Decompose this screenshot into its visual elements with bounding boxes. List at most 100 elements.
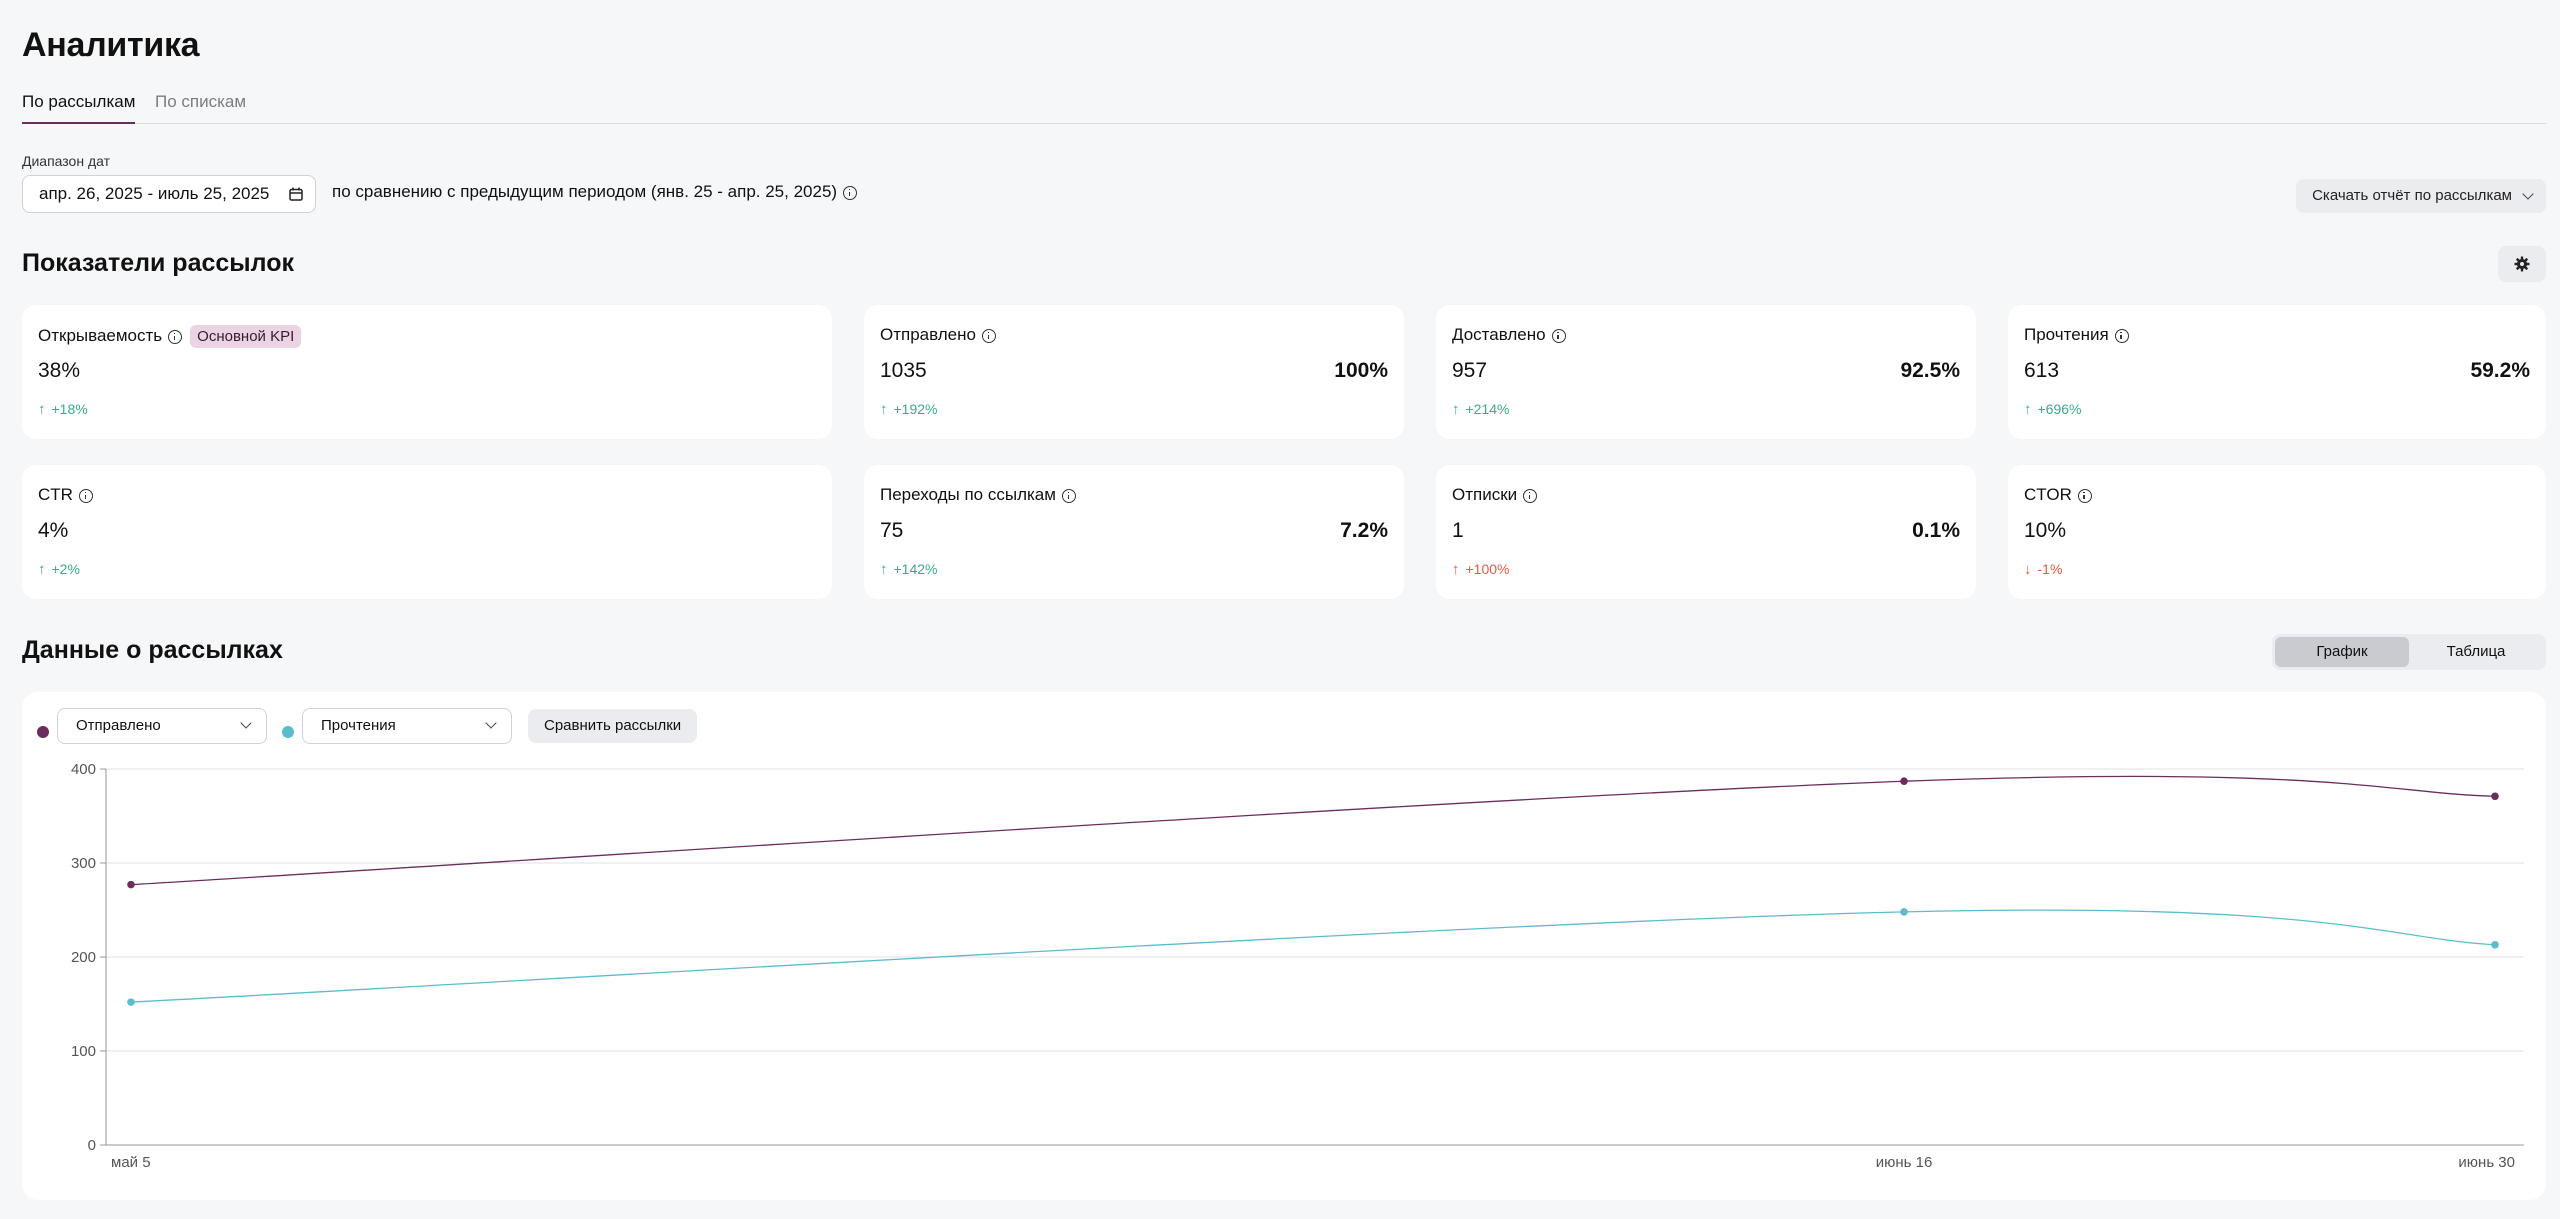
arrow-up-icon: ↑ xyxy=(880,401,888,418)
metric-label-text: CTOR xyxy=(2024,485,2072,504)
metric-label: CTR xyxy=(38,485,93,505)
metric-percent: 100% xyxy=(1334,359,1388,382)
metric-value: 957 xyxy=(1452,359,1488,382)
metric-value: 10% xyxy=(2024,519,2067,542)
metric-delta: ↑ +214% xyxy=(1452,401,1509,418)
metric-card-unsubscribes: Отписки 1 0.1% ↑ +100% xyxy=(1436,465,1976,599)
metric-percent: 92.5% xyxy=(1900,359,1960,382)
metric-label-text: Отправлено xyxy=(880,325,976,344)
tab-by-lists[interactable]: По спискам xyxy=(155,92,247,111)
metric-value: 613 xyxy=(2024,359,2060,382)
x-tick-label: июнь 16 xyxy=(1876,1154,1933,1171)
arrow-up-icon: ↑ xyxy=(1452,401,1460,418)
toggle-chart-view[interactable]: График xyxy=(2275,637,2409,667)
metric-delta-text: -1% xyxy=(2037,561,2063,577)
data-point xyxy=(127,880,135,889)
metric-value: 1 xyxy=(1452,519,1464,542)
metric-delta: ↑ +142% xyxy=(880,561,937,578)
metric-value: 4% xyxy=(38,519,69,542)
metric-label: Прочтения xyxy=(2024,325,2129,345)
arrow-up-icon: ↑ xyxy=(38,561,46,578)
metric-delta: ↑ +192% xyxy=(880,401,937,418)
arrow-up-icon: ↑ xyxy=(2024,401,2032,418)
info-icon[interactable] xyxy=(981,328,996,343)
info-icon[interactable] xyxy=(2114,328,2129,343)
info-icon[interactable] xyxy=(168,329,183,344)
line-chart: 0 100 200 300 400 май 5 июнь 16 июнь 30 xyxy=(71,761,2524,1171)
y-tick-label: 0 xyxy=(88,1137,96,1154)
kpi-badge: Основной KPI xyxy=(190,325,302,348)
arrow-up-icon: ↑ xyxy=(880,561,888,578)
metric-percent: 0.1% xyxy=(1912,519,1960,542)
metric-label: Доставлено xyxy=(1452,325,1566,345)
metric-label: Открываемость Основной KPI xyxy=(38,325,302,348)
metric-value: 75 xyxy=(880,519,904,542)
metric-card-reads: Прочтения 613 59.2% ↑ +696% xyxy=(2008,305,2546,439)
metric-label: Отправлено xyxy=(880,325,996,345)
metric-delta: ↑ +2% xyxy=(38,561,80,578)
metric-value: 1035 xyxy=(880,359,927,382)
tab-by-campaigns[interactable]: По рассылкам xyxy=(22,92,136,124)
metric-delta-text: +214% xyxy=(1465,401,1510,417)
date-range-label: Диапазон дат xyxy=(22,153,111,169)
metric-card-clicks: Переходы по ссылкам 75 7.2% ↑ +142% xyxy=(864,465,1404,599)
metric-percent: 7.2% xyxy=(1340,519,1388,542)
metric-delta-text: +192% xyxy=(893,401,938,417)
metric-label: Переходы по ссылкам xyxy=(880,485,1076,505)
metric-card-delivered: Доставлено 957 92.5% ↑ +214% xyxy=(1436,305,1976,439)
chart-panel: Отправлено Прочтения Сравнить рассылки 0… xyxy=(22,692,2546,1200)
date-range-input[interactable]: апр. 26, 2025 - июль 25, 2025 xyxy=(22,175,316,213)
info-icon[interactable] xyxy=(2077,488,2092,503)
arrow-up-icon: ↑ xyxy=(1452,561,1460,578)
data-section-title: Данные о рассылках xyxy=(22,636,283,664)
metric-delta-text: +100% xyxy=(1465,561,1510,577)
series-line xyxy=(130,775,2496,886)
date-range-value: апр. 26, 2025 - июль 25, 2025 xyxy=(39,184,270,203)
data-point xyxy=(1900,908,1908,916)
comparison-period: по сравнению с предыдущим периодом (янв.… xyxy=(332,182,858,202)
metric-card-sent: Отправлено 1035 100% ↑ +192% xyxy=(864,305,1404,439)
info-icon[interactable] xyxy=(78,488,93,503)
info-icon[interactable] xyxy=(843,185,858,200)
calendar-icon[interactable] xyxy=(289,187,303,201)
info-icon[interactable] xyxy=(1061,488,1076,503)
tab-bar: По рассылкам По спискам xyxy=(22,90,2546,124)
metric-label-text: Открываемость xyxy=(38,325,163,345)
metric-delta: ↓ -1% xyxy=(2024,561,2062,578)
metric-delta-text: +2% xyxy=(51,561,80,577)
metric-label-text: Прочтения xyxy=(2024,325,2109,344)
data-point xyxy=(2491,792,2499,801)
toggle-table-view[interactable]: Таблица xyxy=(2446,643,2506,660)
arrow-up-icon: ↑ xyxy=(38,401,46,418)
metric-label-text: Доставлено xyxy=(1452,325,1546,344)
metric-delta: ↑ +18% xyxy=(38,401,88,418)
series-2-select[interactable]: Прочтения xyxy=(302,708,512,744)
view-toggle: График Таблица xyxy=(2272,634,2546,670)
settings-button[interactable] xyxy=(2498,246,2546,282)
page-title: Аналитика xyxy=(22,26,200,64)
y-tick-label: 200 xyxy=(71,949,96,966)
series-1-select[interactable]: Отправлено xyxy=(57,708,267,744)
series-1-select-value: Отправлено xyxy=(76,717,161,734)
gear-icon xyxy=(2514,256,2530,272)
metric-label-text: Отписки xyxy=(1452,485,1518,504)
metric-label: Отписки xyxy=(1452,485,1538,505)
x-tick-label: май 5 xyxy=(111,1154,151,1171)
metric-label: CTOR xyxy=(2024,485,2092,505)
info-icon[interactable] xyxy=(1551,328,1566,343)
metric-delta: ↑ +696% xyxy=(2024,401,2081,418)
series-line xyxy=(130,909,2496,1003)
metric-percent: 59.2% xyxy=(2470,359,2530,382)
comparison-text: по сравнению с предыдущим периодом (янв.… xyxy=(332,182,838,201)
download-report-label: Скачать отчёт по рассылкам xyxy=(2312,187,2512,204)
data-point xyxy=(1900,777,1908,786)
metric-label-text: Переходы по ссылкам xyxy=(880,485,1056,504)
download-report-button[interactable]: Скачать отчёт по рассылкам xyxy=(2296,179,2546,213)
compare-campaigns-button[interactable]: Сравнить рассылки xyxy=(528,709,698,743)
metric-card-open-rate: Открываемость Основной KPI 38% ↑ +18% xyxy=(22,305,832,439)
metric-delta: ↑ +100% xyxy=(1452,561,1509,578)
series-2-color-dot xyxy=(282,726,294,738)
series-1-color-dot xyxy=(37,726,49,738)
metric-label-text: CTR xyxy=(38,485,73,504)
info-icon[interactable] xyxy=(1523,488,1538,503)
